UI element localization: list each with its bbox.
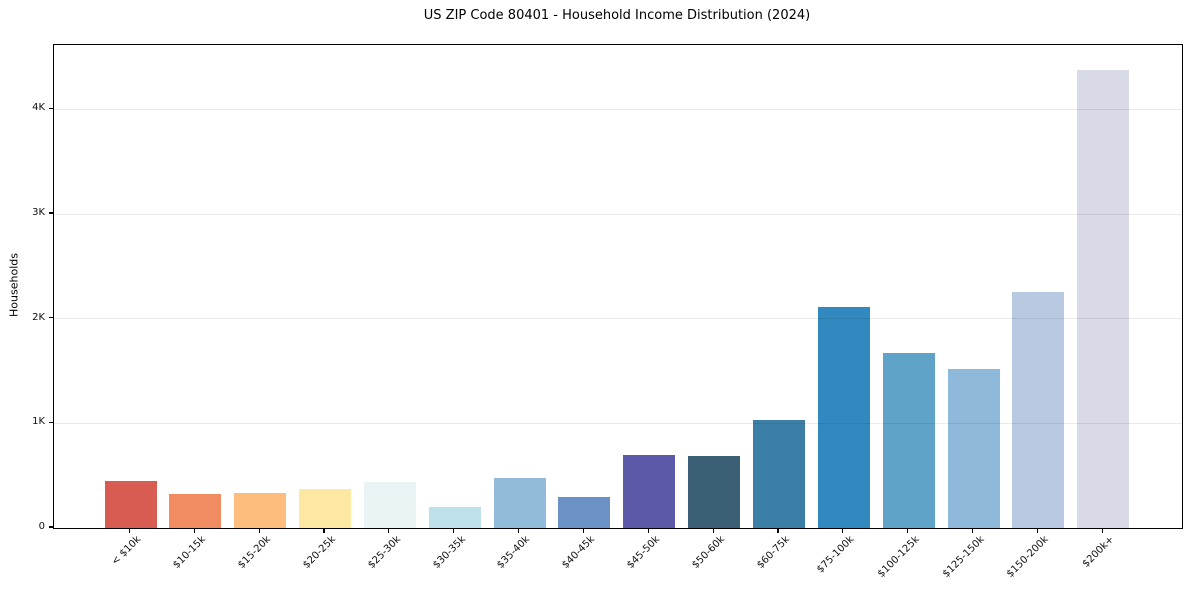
x-tick-mark (1036, 528, 1038, 533)
x-tick-label: $20-25k (300, 534, 338, 571)
y-axis-label: Households (7, 253, 21, 317)
x-tick-label: $150-200k (1005, 534, 1052, 580)
y-tick-mark (49, 526, 53, 528)
bar (363, 481, 416, 528)
x-tick-label: $60-75k (754, 534, 792, 571)
bar (882, 352, 935, 528)
bar (493, 478, 546, 528)
x-tick-mark (647, 528, 649, 533)
bar (104, 480, 157, 528)
x-tick-label: $200k+ (1080, 534, 1117, 570)
bar (558, 496, 611, 528)
x-tick-label: $100-125k (875, 534, 922, 580)
gridline (54, 318, 1182, 320)
x-tick-label: $15-20k (236, 534, 273, 571)
bar (947, 368, 1000, 528)
y-tick-mark (49, 107, 53, 109)
x-tick-label: $50-60k (690, 534, 727, 571)
y-tick-label: 0 (38, 521, 45, 532)
x-tick-mark (1101, 528, 1103, 533)
bar (753, 420, 805, 528)
y-tick-mark (49, 421, 53, 423)
x-tick-mark (842, 528, 844, 533)
x-tick-mark (128, 528, 131, 533)
bar (169, 494, 222, 528)
bar (299, 489, 352, 528)
x-tick-mark (712, 528, 714, 533)
y-tick-label: 4K (32, 102, 45, 114)
x-tick-mark (582, 528, 585, 533)
bar (1012, 292, 1065, 528)
gridline (54, 422, 1182, 424)
x-tick-label: $10-15k (171, 534, 209, 571)
bar (428, 506, 481, 528)
x-tick-label: $30-35k (430, 534, 468, 571)
x-tick-label: $40-45k (560, 534, 598, 571)
y-tick-label: 1K (32, 416, 45, 428)
x-tick-mark (193, 528, 195, 533)
bar (1077, 69, 1130, 528)
x-tick-mark (777, 528, 779, 533)
y-tick-mark (49, 317, 53, 319)
x-tick-label: $35-40k (495, 534, 533, 571)
x-tick-label: < $10k (109, 534, 144, 568)
x-tick-mark (907, 528, 909, 533)
bar (234, 492, 287, 528)
x-tick-label: $75-100k (815, 534, 857, 576)
y-tick-label: 2K (32, 311, 45, 323)
chart-title: US ZIP Code 80401 - Household Income Dis… (423, 8, 811, 23)
x-tick-label: $45-50k (625, 534, 663, 571)
bar (817, 307, 870, 528)
x-tick-mark (258, 528, 260, 533)
x-tick-mark (388, 528, 390, 533)
gridline (54, 108, 1182, 110)
x-tick-mark (453, 528, 455, 533)
plot-area (53, 44, 1183, 529)
x-tick-mark (323, 528, 325, 533)
x-tick-label: $25-30k (365, 534, 403, 571)
bar (688, 455, 741, 528)
gridline (54, 213, 1182, 215)
x-tick-mark (518, 528, 520, 533)
x-tick-label: $125-150k (940, 534, 987, 580)
y-tick-label: 3K (32, 207, 45, 219)
x-tick-mark (971, 528, 974, 533)
bar (623, 454, 676, 528)
y-tick-mark (49, 212, 53, 214)
